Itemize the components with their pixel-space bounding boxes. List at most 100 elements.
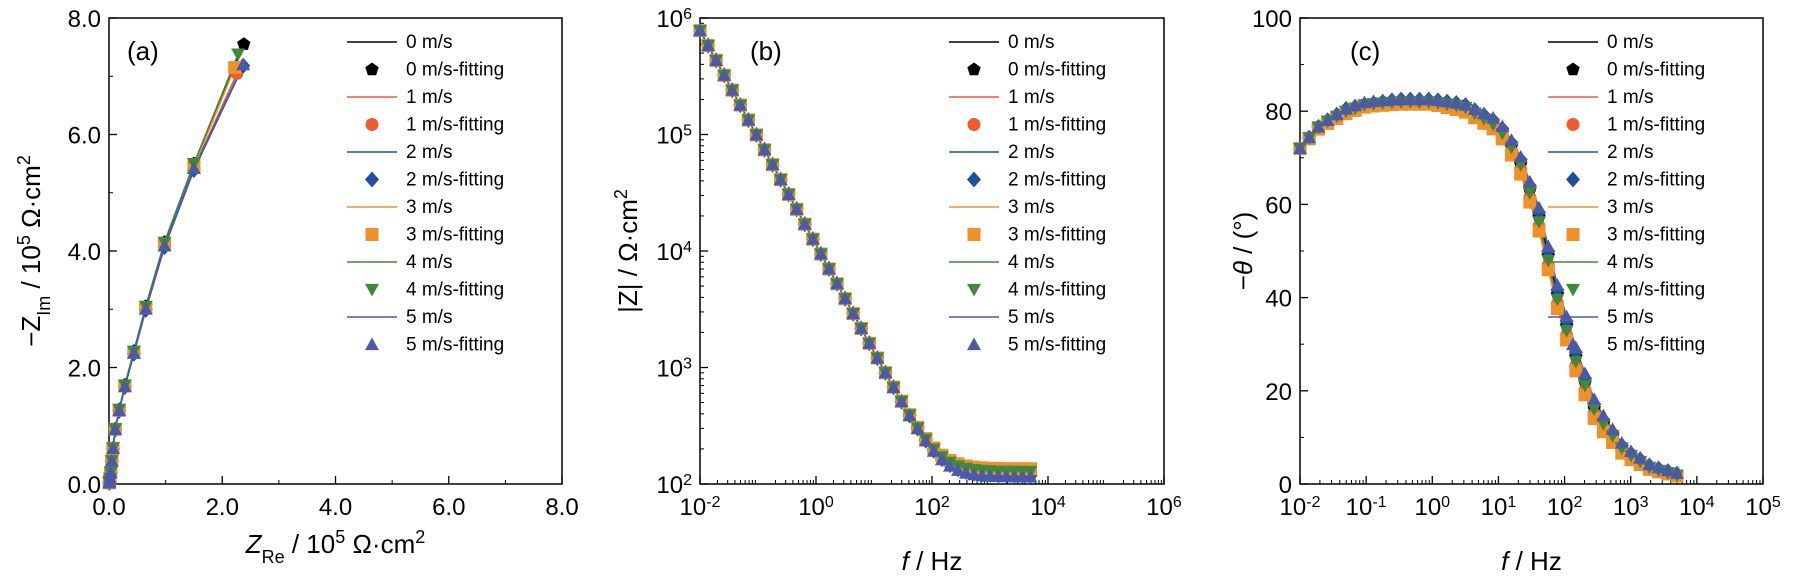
b-legend-label: 2 m/s — [1008, 142, 1054, 163]
a-legend-marker — [365, 228, 379, 241]
a-legend-label: 5 m/s-fitting — [406, 335, 504, 356]
a-data-point — [106, 441, 120, 454]
b-x-tick-label: 106 — [1146, 494, 1182, 522]
c-data-point — [1320, 113, 1335, 126]
c-y-tick-label: 100 — [1252, 6, 1292, 33]
b-data-point — [942, 459, 957, 472]
b-legend-label: 2 m/s-fitting — [1008, 170, 1106, 191]
c-data-point — [1302, 130, 1317, 144]
c-x-tick-label: 10-1 — [1346, 494, 1387, 522]
b-data-point — [1023, 469, 1038, 483]
b-data-point — [934, 452, 949, 466]
c-data-point — [1449, 96, 1464, 109]
a-legend-marker — [365, 337, 379, 351]
c-data-point — [1541, 254, 1556, 268]
c-x-tick-label: 101 — [1481, 494, 1517, 522]
c-data-point — [1458, 98, 1473, 111]
b-data-point — [773, 172, 788, 186]
a-data-point — [108, 422, 123, 436]
c-data-point — [1504, 148, 1518, 162]
c-panel-label: (c) — [1350, 36, 1380, 66]
panel-a: 0.0 2.0 4.0 6.0 8.0 0.0 2.0 4.0 6.0 8.0 0 m/s 0 m/s… — [14, 6, 579, 567]
b-data-point — [693, 23, 707, 37]
b-data-point — [886, 380, 901, 393]
b-data-point — [862, 336, 877, 349]
a-data-point — [104, 454, 119, 467]
c-legend-marker — [1566, 171, 1580, 188]
c-data-point — [1532, 216, 1546, 229]
c-data-point — [1569, 364, 1583, 378]
b-data-point — [926, 444, 941, 457]
b-legend-marker — [967, 228, 981, 241]
c-data-point — [1596, 418, 1611, 431]
a-legend-label: 5 m/s — [406, 307, 452, 328]
b-data-point — [822, 261, 836, 275]
b-legend-marker — [967, 337, 981, 351]
c-data-point — [1293, 141, 1307, 155]
c-legend-label: 0 m/s — [1607, 32, 1653, 53]
a-series-line — [108, 65, 244, 484]
c-legend-label: 5 m/s-fitting — [1607, 335, 1705, 356]
c-data-point — [1476, 106, 1491, 120]
b-legend-label: 1 m/s — [1008, 87, 1054, 108]
b-y-tick-label: 102 — [656, 472, 692, 500]
a-y-tick-label: 2.0 — [68, 356, 101, 383]
b-data-point — [789, 202, 804, 215]
c-legend-label: 1 m/s — [1607, 87, 1653, 108]
c-data-point — [1504, 133, 1519, 146]
b-data-point — [894, 394, 909, 408]
b-data-point — [918, 433, 933, 447]
b-legend-label: 5 m/s-fitting — [1008, 335, 1106, 356]
a-series-line — [108, 43, 245, 483]
c-data-point — [1421, 92, 1436, 106]
c-axes-frame — [1299, 17, 1764, 485]
a-x-tick-label: 8.0 — [545, 494, 578, 521]
c-data-point — [1467, 102, 1482, 115]
b-data-point — [951, 463, 965, 476]
b-data-point — [717, 68, 732, 81]
b-data-point — [854, 321, 869, 335]
c-data-point — [1384, 93, 1399, 106]
a-y-tick-label: 0.0 — [68, 472, 101, 499]
b-x-axis-label: f / Hz — [902, 546, 963, 576]
c-data-point — [1578, 379, 1592, 393]
c-legend-label: 0 m/s-fitting — [1607, 60, 1705, 81]
a-y-tick-label: 8.0 — [68, 6, 101, 33]
b-data-point — [878, 365, 893, 379]
c-y-axis-label: −θ / (°) — [1228, 212, 1258, 291]
b-legend-marker — [967, 171, 981, 188]
c-legend-label: 2 m/s — [1607, 142, 1653, 163]
c-data-point — [1486, 111, 1501, 124]
b-legend-label: 3 m/s — [1008, 197, 1054, 218]
a-data-point — [138, 302, 153, 315]
c-x-tick-label: 10-2 — [1280, 494, 1321, 522]
c-data-point — [1578, 366, 1592, 380]
c-data-point — [1605, 422, 1620, 435]
c-legend-marker — [1566, 118, 1580, 131]
b-axes-frame — [699, 17, 1165, 485]
c-data-point — [1311, 120, 1326, 133]
a-legend-label: 1 m/s-fitting — [406, 115, 504, 136]
b-legend-label: 3 m/s-fitting — [1008, 225, 1106, 246]
c-data-point — [1596, 425, 1610, 439]
c-legend-label: 1 m/s-fitting — [1607, 115, 1705, 136]
a-data-point — [186, 161, 201, 174]
c-legend-label: 3 m/s-fitting — [1607, 225, 1705, 246]
a-x-axis-label: ZRe / 105 Ω·cm2 — [245, 527, 426, 567]
b-legend-label: 4 m/s — [1008, 252, 1054, 273]
b-x-tick-label: 10-2 — [680, 494, 721, 522]
c-data-point — [1348, 98, 1363, 112]
c-data-point — [1559, 309, 1574, 323]
a-series-line — [108, 72, 238, 484]
a-legend-label: 2 m/s-fitting — [406, 170, 504, 191]
c-data-point — [1550, 293, 1565, 307]
b-data-point — [749, 127, 764, 141]
a-x-tick-label: 0.0 — [92, 494, 125, 521]
b-data-point — [701, 38, 716, 52]
a-data-point — [236, 57, 251, 71]
b-legend-label: 0 m/s-fitting — [1008, 60, 1106, 81]
a-y-axis-label: −ZIm / 105 Ω·cm2 — [14, 155, 54, 347]
b-legend-marker — [967, 118, 981, 131]
c-y-tick-label: 60 — [1265, 192, 1292, 219]
